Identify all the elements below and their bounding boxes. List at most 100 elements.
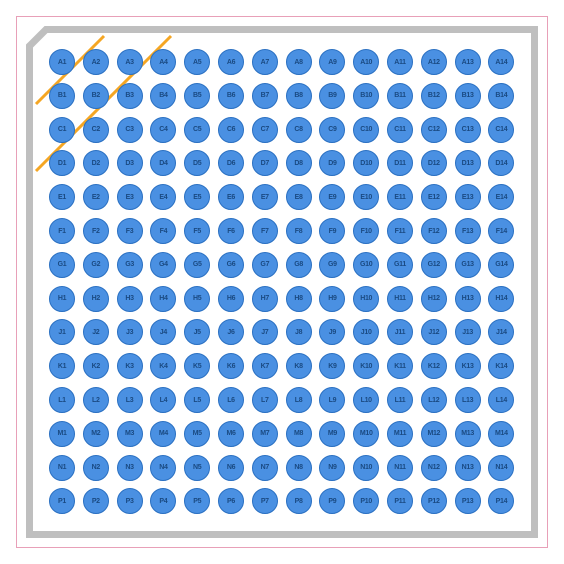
ball-n5: N5	[184, 455, 210, 481]
ball-c4: C4	[150, 117, 176, 143]
ball-k5: K5	[184, 353, 210, 379]
ball-l8: L8	[286, 387, 312, 413]
ball-j5: J5	[184, 319, 210, 345]
ball-a2: A2	[83, 49, 109, 75]
ball-e2: E2	[83, 184, 109, 210]
ball-d4: D4	[150, 150, 176, 176]
ball-p9: P9	[319, 488, 345, 514]
ball-n13: N13	[455, 455, 481, 481]
ball-c2: C2	[83, 117, 109, 143]
ball-h7: H7	[252, 286, 278, 312]
ball-d2: D2	[83, 150, 109, 176]
ball-e7: E7	[252, 184, 278, 210]
ball-b6: B6	[218, 83, 244, 109]
ball-e8: E8	[286, 184, 312, 210]
ball-g2: G2	[83, 252, 109, 278]
ball-l11: L11	[387, 387, 413, 413]
ball-c11: C11	[387, 117, 413, 143]
ball-e11: E11	[387, 184, 413, 210]
ball-h2: H2	[83, 286, 109, 312]
ball-b10: B10	[353, 83, 379, 109]
ball-g13: G13	[455, 252, 481, 278]
ball-c7: C7	[252, 117, 278, 143]
ball-f3: F3	[117, 218, 143, 244]
ball-b11: B11	[387, 83, 413, 109]
ball-n11: N11	[387, 455, 413, 481]
ball-b9: B9	[319, 83, 345, 109]
ball-e1: E1	[49, 184, 75, 210]
ball-k8: K8	[286, 353, 312, 379]
ball-h11: H11	[387, 286, 413, 312]
package-area: A1A2A3A4A5A6A7A8A9A10A11A12A13A14B1B2B3B…	[26, 26, 538, 538]
ball-p12: P12	[421, 488, 447, 514]
ball-p8: P8	[286, 488, 312, 514]
ball-g14: G14	[488, 252, 514, 278]
ball-n12: N12	[421, 455, 447, 481]
ball-h4: H4	[150, 286, 176, 312]
ball-l9: L9	[319, 387, 345, 413]
ball-b4: B4	[150, 83, 176, 109]
ball-m8: M8	[286, 421, 312, 447]
ball-p11: P11	[387, 488, 413, 514]
ball-m14: M14	[488, 421, 514, 447]
ball-e5: E5	[184, 184, 210, 210]
ball-b8: B8	[286, 83, 312, 109]
ball-f5: F5	[184, 218, 210, 244]
ball-c14: C14	[488, 117, 514, 143]
ball-f6: F6	[218, 218, 244, 244]
ball-a6: A6	[218, 49, 244, 75]
ball-j6: J6	[218, 319, 244, 345]
ball-c8: C8	[286, 117, 312, 143]
ball-d3: D3	[117, 150, 143, 176]
ball-b12: B12	[421, 83, 447, 109]
ball-l6: L6	[218, 387, 244, 413]
ball-l13: L13	[455, 387, 481, 413]
ball-l7: L7	[252, 387, 278, 413]
ball-h3: H3	[117, 286, 143, 312]
ball-d1: D1	[49, 150, 75, 176]
ball-c6: C6	[218, 117, 244, 143]
ball-m9: M9	[319, 421, 345, 447]
ball-j2: J2	[83, 319, 109, 345]
ball-b1: B1	[49, 83, 75, 109]
ball-e13: E13	[455, 184, 481, 210]
ball-g12: G12	[421, 252, 447, 278]
ball-j1: J1	[49, 319, 75, 345]
ball-m5: M5	[184, 421, 210, 447]
ball-a4: A4	[150, 49, 176, 75]
ball-j10: J10	[353, 319, 379, 345]
ball-n2: N2	[83, 455, 109, 481]
ball-g1: G1	[49, 252, 75, 278]
ball-d14: D14	[488, 150, 514, 176]
ball-f4: F4	[150, 218, 176, 244]
ball-d13: D13	[455, 150, 481, 176]
ball-j8: J8	[286, 319, 312, 345]
ball-p5: P5	[184, 488, 210, 514]
ball-b2: B2	[83, 83, 109, 109]
ball-c1: C1	[49, 117, 75, 143]
ball-g7: G7	[252, 252, 278, 278]
ball-m2: M2	[83, 421, 109, 447]
ball-n14: N14	[488, 455, 514, 481]
ball-l4: L4	[150, 387, 176, 413]
ball-d9: D9	[319, 150, 345, 176]
ball-k2: K2	[83, 353, 109, 379]
ball-k13: K13	[455, 353, 481, 379]
ball-a9: A9	[319, 49, 345, 75]
ball-l10: L10	[353, 387, 379, 413]
ball-a3: A3	[117, 49, 143, 75]
ball-d8: D8	[286, 150, 312, 176]
ball-a13: A13	[455, 49, 481, 75]
ball-k9: K9	[319, 353, 345, 379]
ball-a5: A5	[184, 49, 210, 75]
ball-a8: A8	[286, 49, 312, 75]
ball-d11: D11	[387, 150, 413, 176]
ball-a7: A7	[252, 49, 278, 75]
ball-h1: H1	[49, 286, 75, 312]
ball-h10: H10	[353, 286, 379, 312]
ball-p10: P10	[353, 488, 379, 514]
ball-p3: P3	[117, 488, 143, 514]
ball-d5: D5	[184, 150, 210, 176]
ball-l14: L14	[488, 387, 514, 413]
ball-a1: A1	[49, 49, 75, 75]
